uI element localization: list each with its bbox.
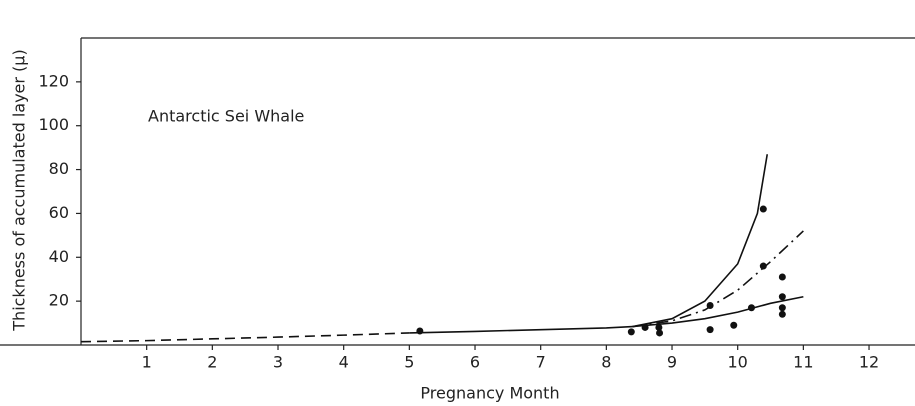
x-tick-label: 8 xyxy=(601,353,611,372)
data-point xyxy=(778,273,786,281)
data-point xyxy=(759,262,767,270)
data-point xyxy=(747,304,755,312)
data-point xyxy=(641,323,649,331)
annotation: Antarctic Sei Whale xyxy=(148,107,304,126)
data-point xyxy=(778,310,786,318)
x-tick-label: 3 xyxy=(273,353,283,372)
data-point xyxy=(706,326,714,334)
y-tick-label: 80 xyxy=(49,159,69,178)
y-tick-label: 100 xyxy=(38,115,69,134)
curve xyxy=(80,332,410,343)
data-point xyxy=(656,329,664,337)
data-point xyxy=(627,328,635,336)
x-tick-label: 9 xyxy=(667,353,677,372)
curve xyxy=(632,295,804,328)
x-axis-label: Pregnancy Month xyxy=(420,384,559,403)
y-tick-label: 40 xyxy=(49,247,69,266)
y-tick-label: 20 xyxy=(49,291,69,310)
x-tick-label: 2 xyxy=(207,353,217,372)
x-tick-label: 10 xyxy=(728,353,748,372)
data-point xyxy=(655,323,663,331)
x-tick-label: 12 xyxy=(859,353,879,372)
curve xyxy=(632,230,804,328)
y-tick-label: 60 xyxy=(49,203,69,222)
curve xyxy=(632,154,769,328)
x-tick-label: 4 xyxy=(339,353,349,372)
data-point xyxy=(759,205,767,213)
data-point xyxy=(730,321,738,329)
y-tick-label: 120 xyxy=(38,71,69,90)
curve xyxy=(409,325,633,334)
data-point xyxy=(416,327,424,335)
data-point xyxy=(778,304,786,312)
x-tick-label: 7 xyxy=(536,353,546,372)
x-tick-label: 11 xyxy=(793,353,813,372)
data-point xyxy=(706,302,714,310)
x-tick-label: 5 xyxy=(404,353,414,372)
x-tick-label: 6 xyxy=(470,353,480,372)
data-point xyxy=(778,293,786,301)
y-axis-label: Thickness of accumulated layer (μ) xyxy=(10,49,29,331)
x-tick-label: 1 xyxy=(142,353,152,372)
